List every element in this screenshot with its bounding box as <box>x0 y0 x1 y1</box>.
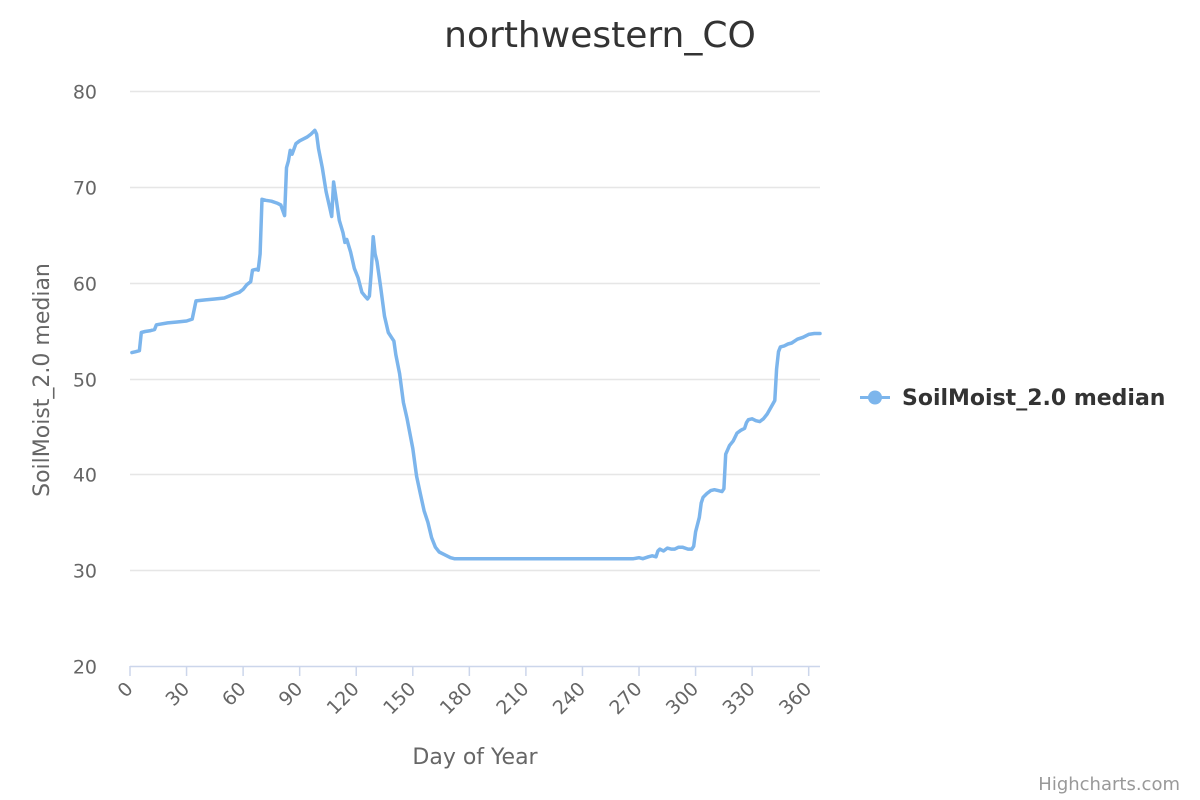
legend-item-label[interactable]: SoilMoist_2.0 median <box>902 386 1165 411</box>
x-tick-label-30: 30 <box>161 678 194 711</box>
x-tick-label-60: 60 <box>218 678 251 711</box>
x-tick-label-90: 90 <box>275 678 308 711</box>
x-axis-tick-labels: 0 30 60 90 120 150 180 210 240 270 300 330 360 <box>113 678 816 719</box>
y-tick-label-20: 20 <box>73 657 97 679</box>
x-tick-label-0: 0 <box>113 678 137 702</box>
credits-link[interactable]: Highcharts.com <box>1038 774 1180 795</box>
x-tick-label-210: 210 <box>492 678 533 719</box>
y-axis-tick-labels: 20 30 40 50 60 70 80 <box>73 82 97 679</box>
y-tick-label-80: 80 <box>73 82 97 104</box>
y-tick-label-30: 30 <box>73 561 97 583</box>
x-tick-label-240: 240 <box>549 678 590 719</box>
chart-title: northwestern_CO <box>444 15 756 56</box>
x-tick-label-180: 180 <box>436 678 477 719</box>
y-axis-title: SoilMoist_2.0 median <box>30 263 55 497</box>
y-tick-label-40: 40 <box>73 465 97 487</box>
y-tick-label-70: 70 <box>73 178 97 200</box>
grid-lines <box>130 90 820 572</box>
x-tick-label-300: 300 <box>662 678 703 719</box>
x-tick-label-120: 120 <box>323 678 364 719</box>
legend-symbol-marker[interactable] <box>868 390 882 405</box>
y-tick-label-60: 60 <box>73 274 97 296</box>
x-axis-ticks <box>129 666 810 676</box>
x-tick-label-150: 150 <box>379 678 420 719</box>
series-group <box>130 128 822 561</box>
x-tick-label-330: 330 <box>718 678 759 719</box>
y-tick-label-50: 50 <box>73 370 97 392</box>
series-line-0[interactable] <box>130 128 822 561</box>
x-tick-label-270: 270 <box>605 678 646 719</box>
x-axis-title: Day of Year <box>412 745 538 770</box>
legend[interactable]: SoilMoist_2.0 median <box>860 386 1165 411</box>
x-tick-label-360: 360 <box>775 678 816 719</box>
